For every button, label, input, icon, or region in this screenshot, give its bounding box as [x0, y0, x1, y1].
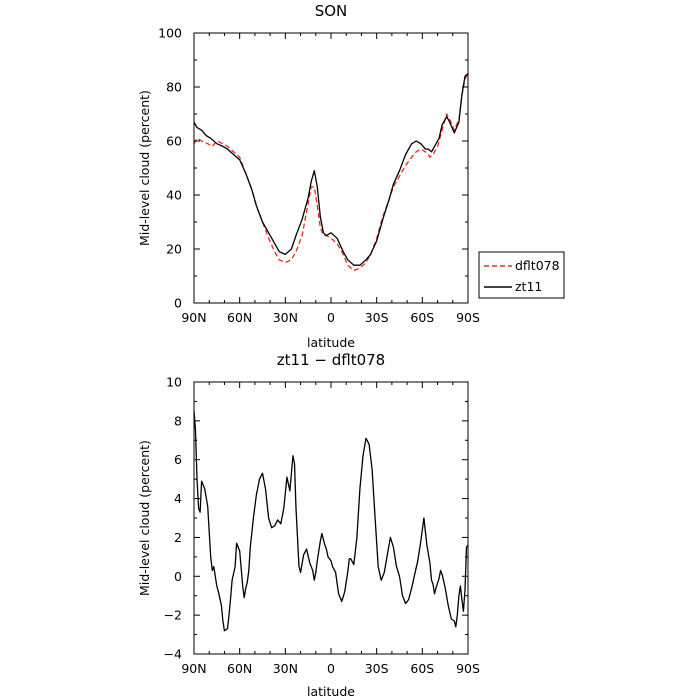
top-y-tick-label: 60 — [166, 134, 182, 149]
top-y-tick-label: 80 — [166, 80, 182, 95]
bottom-ticks-group: 90N 60N 30N 0 30S 60S 90S −4 −2 0 2 4 6 8 10 — [164, 375, 480, 677]
legend-label-zt11: zt11 — [515, 279, 542, 294]
top-series-line-zt11 — [193, 73, 469, 266]
bottom-x-tick-label: 0 — [327, 661, 335, 676]
bottom-x-tick-label: 90N — [181, 661, 206, 676]
top-x-tick-label: 30N — [273, 310, 298, 325]
top-y-axis-label: Mid-level cloud (percent) — [137, 90, 152, 246]
bottom-chart-title: zt11 − dflt078 — [277, 351, 385, 369]
bottom-series-group — [193, 411, 469, 632]
top-y-tick-label: 40 — [166, 188, 182, 203]
bottom-plot-frame — [193, 381, 469, 655]
bottom-x-tick-label: 30N — [273, 661, 298, 676]
legend-box — [478, 251, 565, 299]
top-y-tick-label: 0 — [174, 296, 182, 311]
top-chart-title: SON — [315, 2, 348, 20]
bottom-y-tick-label: 4 — [174, 491, 182, 506]
top-y-tick-label: 20 — [166, 242, 182, 257]
top-x-tick-label: 60S — [410, 310, 434, 325]
legend-label-dflt078: dflt078 — [515, 258, 560, 273]
legend: dflt078 zt11 — [478, 251, 565, 299]
top-series-group — [193, 73, 469, 272]
bottom-x-tick-label: 30S — [365, 661, 389, 676]
top-x-axis-label: latitude — [307, 335, 355, 350]
top-x-tick-label: 30S — [365, 310, 389, 325]
bottom-x-axis-label: latitude — [307, 684, 355, 699]
bottom-y-tick-label: −4 — [164, 647, 182, 662]
bottom-x-tick-label: 60S — [410, 661, 434, 676]
bottom-y-tick-label: −2 — [164, 608, 182, 623]
bottom-x-tick-label: 90S — [456, 661, 480, 676]
top-series-line-dflt078 — [193, 73, 469, 272]
bottom-y-tick-label: 6 — [174, 452, 182, 467]
top-x-tick-label: 0 — [327, 310, 335, 325]
top-x-tick-label: 60N — [227, 310, 252, 325]
top-ticks-group: 90N 60N 30N 0 30S 60S 90S 0 20 40 60 80 100 — [158, 26, 480, 326]
bottom-y-tick-label: 0 — [174, 569, 182, 584]
bottom-y-tick-label: 8 — [174, 413, 182, 428]
bottom-y-tick-label: 10 — [166, 375, 182, 390]
bottom-y-axis-label: Mid-level cloud (percent) — [137, 440, 152, 596]
top-y-tick-label: 100 — [158, 26, 182, 41]
top-plot-frame — [193, 32, 469, 304]
bottom-series-line-difference — [193, 411, 469, 632]
panel-bottom: zt11 − dflt078 90N 60N 30N 0 30S 60S 90S −4 −2 0 2… — [137, 351, 480, 699]
top-x-tick-label: 90S — [456, 310, 480, 325]
bottom-y-tick-label: 2 — [174, 530, 182, 545]
bottom-x-tick-label: 60N — [227, 661, 252, 676]
panel-top: SON 90N 60N 30N 0 30S 60S 90S 0 20 40 60 80 100 lati… — [137, 2, 565, 350]
top-x-tick-label: 90N — [181, 310, 206, 325]
